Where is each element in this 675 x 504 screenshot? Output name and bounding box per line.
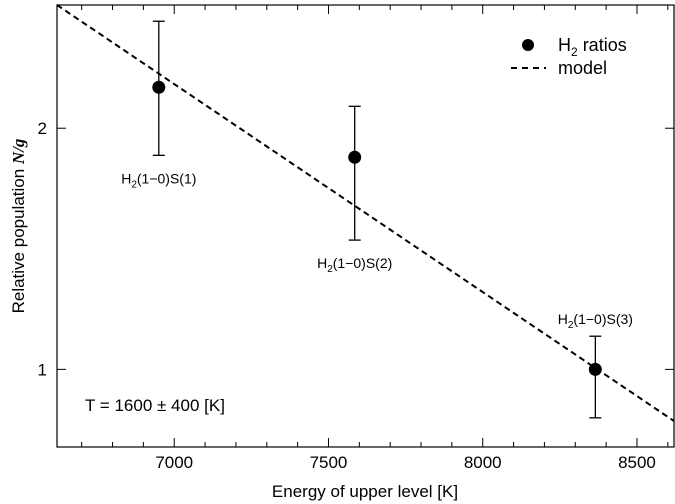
point-label-sub: 2	[568, 320, 574, 331]
ratio-series	[152, 20, 602, 419]
plot-frame	[56, 4, 675, 448]
point-label-main: H	[121, 170, 131, 186]
point-label-rest: (1−0)S(3)	[573, 311, 633, 327]
model-line	[56, 4, 675, 422]
legend-label-ratios: H2 ratios	[558, 35, 627, 59]
y-axis-label-var: N/g	[9, 138, 28, 165]
temperature-annotation: T = 1600 ± 400 [K]	[85, 396, 225, 415]
point-label-sub: 2	[131, 179, 137, 190]
point-label-sub: 2	[327, 264, 333, 275]
axis-ticks: 7000 7500 8000 8500 1 2	[38, 5, 674, 472]
point-label-rest: (1−0)S(2)	[333, 255, 393, 271]
data-point	[588, 362, 602, 376]
legend-ratios-rest: ratios	[578, 35, 627, 55]
y-axis-label: Relative population N/g	[9, 138, 28, 313]
point-label: H2(1−0)S(3)	[558, 311, 633, 331]
legend: H2 ratios model	[511, 35, 627, 78]
legend-label-model: model	[558, 58, 607, 78]
y-tick-label: 1	[38, 360, 47, 379]
point-label-main: H	[558, 311, 568, 327]
x-tick-label: 8000	[464, 453, 502, 472]
point-label: H2(1−0)S(2)	[317, 255, 392, 275]
point-label-main: H	[317, 255, 327, 271]
x-tick-label: 7500	[310, 453, 348, 472]
plot-area	[56, 4, 675, 448]
legend-ratios-main: H	[558, 35, 571, 55]
model-series	[56, 4, 675, 422]
point-label: H2(1−0)S(1)	[121, 170, 196, 190]
data-point	[152, 80, 166, 94]
point-label-rest: (1−0)S(1)	[137, 170, 197, 186]
x-tick-label: 8500	[618, 453, 656, 472]
y-tick-label: 2	[38, 119, 47, 138]
point-labels: H2(1−0)S(1)H2(1−0)S(2)H2(1−0)S(3)	[121, 170, 633, 331]
data-point	[348, 150, 362, 164]
y-axis-label-text: Relative population	[9, 164, 28, 313]
legend-ratios-sub: 2	[571, 45, 578, 59]
legend-marker-ratios	[522, 39, 534, 51]
x-axis-label: Energy of upper level [K]	[272, 482, 458, 501]
x-tick-label: 7000	[155, 453, 193, 472]
